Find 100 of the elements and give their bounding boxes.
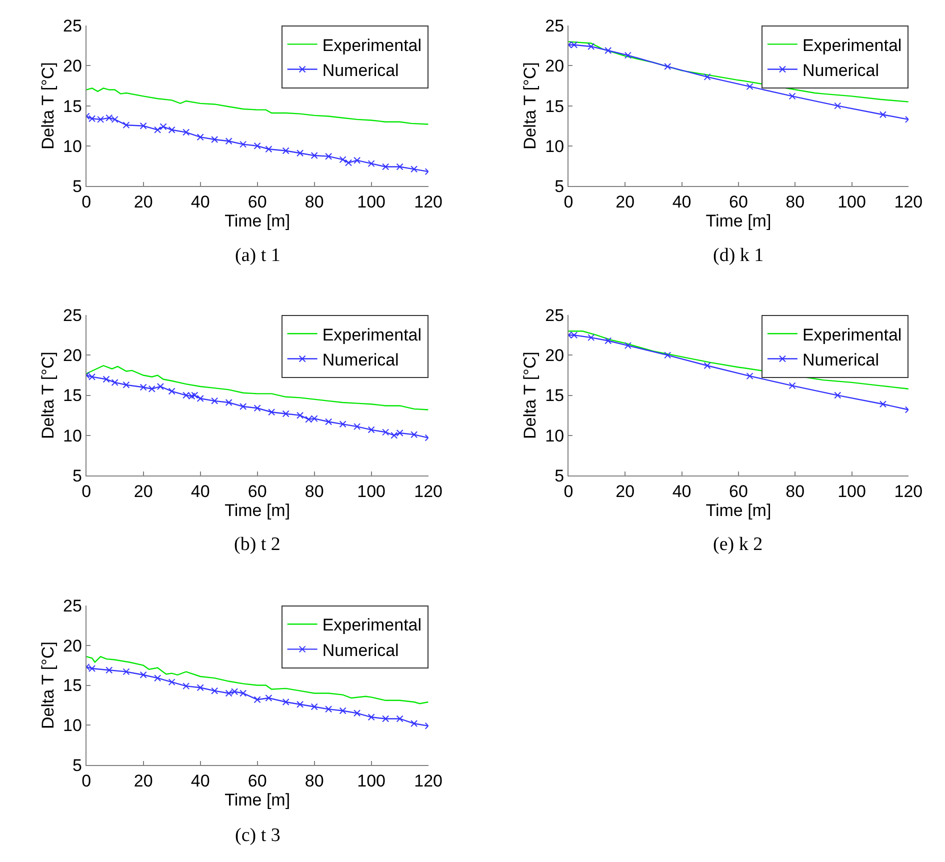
x-tick-label: 40 [190, 192, 210, 212]
point [325, 706, 332, 713]
point [788, 92, 796, 100]
point [268, 408, 276, 416]
point [140, 671, 147, 678]
legend-label: Numerical [322, 60, 399, 80]
point [396, 163, 404, 170]
y-tick-label: 10 [63, 716, 82, 736]
legend-label: Numerical [802, 60, 879, 80]
y-tick-label: 10 [63, 136, 82, 156]
point [156, 382, 164, 390]
x-tick-label: 120 [414, 192, 442, 212]
point [834, 102, 842, 110]
point [265, 694, 272, 702]
point [368, 426, 375, 434]
y-tick-label: 20 [63, 56, 82, 76]
x-tick-label: 100 [838, 192, 866, 212]
y-tick-label: 10 [545, 136, 564, 156]
x-tick-label: 100 [357, 482, 386, 501]
x-axis-title: Time [m] [224, 790, 290, 810]
y-tick-label: 15 [63, 676, 82, 696]
y-tick-label: 20 [63, 636, 82, 656]
point [225, 138, 232, 145]
point [624, 342, 632, 350]
x-tick-label: 80 [786, 192, 805, 212]
y-tick-label: 10 [545, 426, 564, 446]
point [354, 423, 361, 430]
y-tick-label: 15 [545, 96, 564, 116]
legend-label: Experimental [802, 36, 902, 55]
point [282, 698, 290, 706]
x-tick-label: 60 [728, 192, 748, 212]
point [396, 715, 404, 722]
point [140, 384, 147, 391]
point [339, 156, 346, 164]
point [746, 372, 754, 380]
x-tick-label: 80 [304, 482, 324, 501]
point [704, 362, 711, 370]
point [122, 381, 130, 388]
point [354, 156, 361, 164]
x-tick-label: 20 [134, 482, 153, 501]
point [122, 668, 130, 676]
point [368, 160, 375, 168]
point [339, 420, 346, 428]
point [154, 126, 162, 134]
y-axis-title: Delta T [°C] [38, 642, 58, 729]
point [664, 63, 672, 70]
y-axis-title: Delta T [°C] [520, 62, 540, 150]
x-axis-title: Time [m] [224, 500, 290, 520]
line-series [86, 656, 428, 704]
x-axis-title: Time [m] [706, 211, 772, 230]
point [102, 376, 110, 383]
point [196, 684, 204, 692]
text: (b) t 2 [234, 534, 280, 555]
x-tick-label: 60 [248, 192, 267, 212]
point [410, 166, 418, 173]
x-tick-label: 0 [82, 192, 92, 212]
point [604, 46, 612, 54]
point [345, 159, 352, 166]
x-tick-label: 120 [414, 771, 442, 790]
x-tick-label: 60 [248, 482, 267, 501]
line-series [86, 365, 428, 410]
x-tick-label: 100 [357, 192, 386, 212]
x-axis-title: Time [m] [706, 500, 772, 520]
point [240, 140, 247, 148]
point [325, 152, 332, 160]
point [879, 111, 886, 118]
point [211, 136, 218, 143]
x-tick-label: 120 [894, 192, 923, 212]
point [111, 378, 118, 386]
x-tick-label: 0 [564, 482, 574, 501]
y-tick-label: 5 [554, 466, 564, 486]
y-tick-label: 25 [63, 16, 82, 36]
point [148, 385, 156, 392]
x-tick-label: 80 [304, 192, 324, 212]
y-tick-label: 15 [63, 386, 82, 406]
point [834, 392, 842, 399]
legend-label: Experimental [322, 325, 422, 344]
x-tick-label: 40 [190, 771, 210, 790]
x-tick-label: 120 [414, 482, 442, 501]
point [354, 710, 361, 717]
text: (a) t 1 [235, 245, 280, 266]
point [382, 715, 390, 722]
legend-label: Experimental [322, 36, 422, 55]
point [570, 332, 578, 339]
y-tick-label: 25 [63, 596, 82, 616]
point [382, 428, 390, 436]
y-axis-title: Delta T [°C] [520, 352, 540, 440]
point [382, 163, 390, 170]
point [240, 403, 247, 410]
point [879, 400, 886, 408]
point [410, 431, 418, 438]
point [282, 147, 290, 154]
text: (d) k 1 [713, 245, 764, 266]
point [788, 382, 796, 390]
y-tick-label: 25 [545, 306, 564, 326]
y-axis-title: Delta T [°C] [38, 62, 58, 150]
y-tick-label: 5 [554, 176, 564, 196]
point [182, 128, 190, 136]
legend-label: Numerical [802, 350, 879, 370]
y-axis-title: Delta T [°C] [38, 352, 58, 440]
